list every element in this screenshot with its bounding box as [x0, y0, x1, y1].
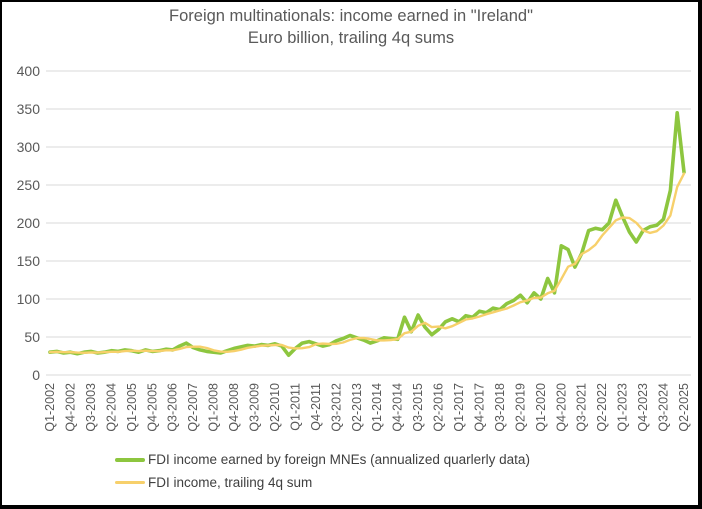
svg-text:Q2-2013: Q2-2013 [350, 383, 364, 432]
legend-label-fdi-quarterly: FDI income earned by foreign MNEs (annua… [148, 452, 530, 467]
series-fdi-trailing-line [48, 172, 686, 354]
svg-text:150: 150 [17, 253, 41, 269]
svg-text:Q3-2018: Q3-2018 [493, 383, 507, 432]
svg-text:350: 350 [17, 101, 41, 117]
gridlines [46, 70, 691, 376]
y-axis-labels: 0 50 100 150 200 250 300 350 400 [17, 63, 41, 383]
chart-title: Foreign multinationals: income earned in… [169, 7, 533, 25]
svg-text:Q1-2005: Q1-2005 [125, 383, 139, 432]
svg-text:Q4-2005: Q4-2005 [145, 383, 159, 432]
svg-text:Q2-2025: Q2-2025 [677, 383, 691, 432]
svg-text:400: 400 [17, 63, 41, 79]
gold-line-swatch-icon [115, 481, 145, 484]
svg-text:Q3-2012: Q3-2012 [329, 383, 343, 432]
svg-text:Q2-2016: Q2-2016 [432, 383, 446, 432]
svg-text:Q1-2002: Q1-2002 [43, 383, 57, 432]
svg-text:Q2-2007: Q2-2007 [186, 383, 200, 432]
chart-subtitle: Euro billion, trailing 4q sums [247, 29, 455, 48]
svg-text:Q3-2021: Q3-2021 [575, 383, 589, 432]
svg-text:Q1-2014: Q1-2014 [370, 383, 384, 432]
green-line-swatch-icon [115, 457, 145, 462]
x-axis-labels: Q1-2002 Q4-2002 Q3-2003 Q2-2004 Q1-2005 Q4-20… [43, 383, 691, 432]
svg-text:0: 0 [32, 367, 40, 383]
svg-text:Q4-2020: Q4-2020 [554, 383, 568, 432]
svg-text:Q1-2023: Q1-2023 [616, 383, 630, 432]
svg-text:Q2-2022: Q2-2022 [595, 383, 609, 432]
svg-text:Q1-2008: Q1-2008 [207, 383, 221, 432]
chart-title-block: Foreign multinationals: income earned in… [0, 5, 702, 50]
svg-text:Q3-2009: Q3-2009 [248, 383, 262, 432]
svg-text:200: 200 [17, 215, 41, 231]
svg-text:Q1-2011: Q1-2011 [288, 383, 302, 431]
svg-text:Q1-2020: Q1-2020 [534, 383, 548, 432]
svg-text:Q4-2023: Q4-2023 [636, 383, 650, 432]
svg-text:100: 100 [17, 291, 41, 307]
svg-text:250: 250 [17, 177, 41, 193]
svg-text:Q1-2017: Q1-2017 [452, 383, 466, 432]
svg-text:Q3-2006: Q3-2006 [166, 383, 180, 432]
legend: FDI income earned by foreign MNEs (annua… [115, 452, 530, 490]
svg-text:Q4-2011: Q4-2011 [309, 383, 323, 431]
svg-text:Q2-2019: Q2-2019 [513, 383, 527, 432]
svg-text:Q3-2024: Q3-2024 [657, 383, 671, 432]
svg-text:300: 300 [17, 139, 41, 155]
svg-text:50: 50 [24, 329, 40, 345]
legend-label-fdi-trailing: FDI income, trailing 4q sum [148, 475, 313, 490]
series-fdi-quarterly-line [48, 111, 686, 358]
legend-item-fdi-trailing: FDI income, trailing 4q sum [115, 475, 530, 490]
svg-text:Q4-2002: Q4-2002 [63, 383, 77, 432]
svg-text:Q2-2004: Q2-2004 [104, 383, 118, 432]
svg-text:Q4-2008: Q4-2008 [227, 383, 241, 432]
svg-text:Q2-2010: Q2-2010 [268, 383, 282, 432]
svg-text:Q3-2015: Q3-2015 [411, 383, 425, 432]
legend-item-fdi-quarterly: FDI income earned by foreign MNEs (annua… [115, 452, 530, 467]
svg-text:Q4-2014: Q4-2014 [391, 383, 405, 432]
svg-text:Q3-2003: Q3-2003 [84, 383, 98, 432]
svg-text:Q4-2017: Q4-2017 [472, 383, 486, 432]
